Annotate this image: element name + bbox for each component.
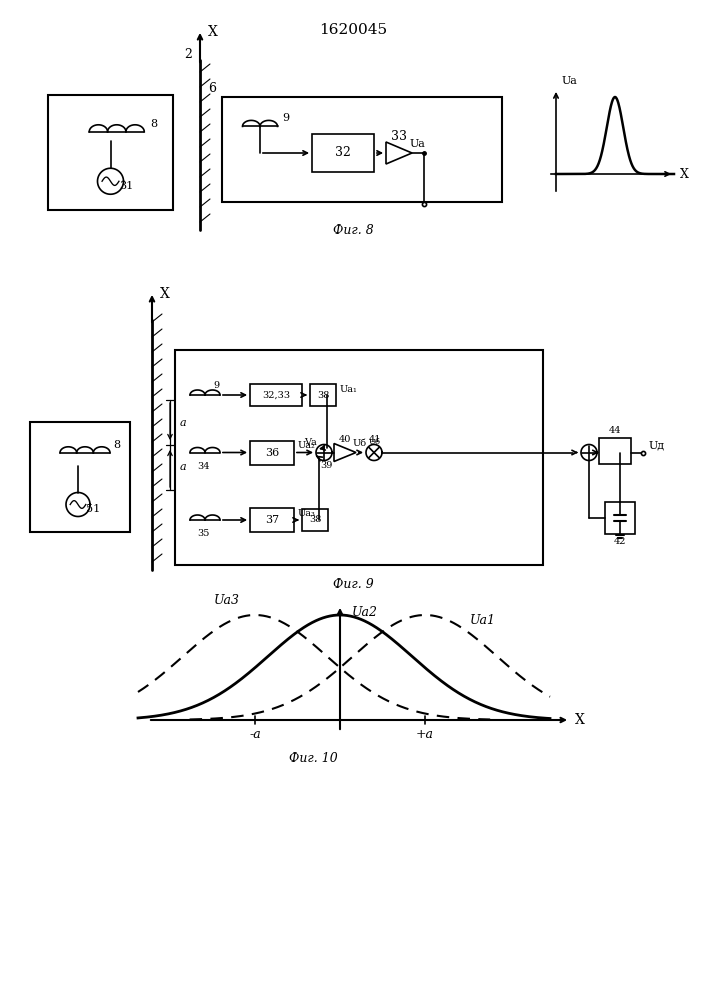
Text: Фиг. 10: Фиг. 10 xyxy=(288,752,337,764)
Text: Uд: Uд xyxy=(649,440,665,450)
Text: 33: 33 xyxy=(391,130,407,143)
Text: 8: 8 xyxy=(151,119,158,129)
Text: 41: 41 xyxy=(369,435,381,444)
Text: Uа: Uа xyxy=(562,76,578,86)
Text: 8: 8 xyxy=(113,440,121,450)
Text: Uа1: Uа1 xyxy=(470,613,496,626)
Polygon shape xyxy=(334,444,356,462)
Text: 38: 38 xyxy=(309,516,321,524)
Text: Uа: Uа xyxy=(409,139,425,149)
Text: 2: 2 xyxy=(184,48,192,62)
Bar xyxy=(48,95,173,210)
Text: Uа₁: Uа₁ xyxy=(340,384,358,393)
Text: 9: 9 xyxy=(213,380,219,389)
Text: 35: 35 xyxy=(197,530,209,538)
Text: 9: 9 xyxy=(282,113,290,123)
Bar xyxy=(250,440,294,464)
Bar xyxy=(302,509,328,531)
Text: Uа₃: Uа₃ xyxy=(298,508,316,518)
Text: 1620045: 1620045 xyxy=(319,23,387,37)
Text: a: a xyxy=(180,418,187,428)
Bar xyxy=(605,502,635,534)
Polygon shape xyxy=(386,142,412,164)
Bar xyxy=(599,438,631,464)
Text: 42: 42 xyxy=(614,538,626,546)
Text: X: X xyxy=(575,713,585,727)
Text: Uб: Uб xyxy=(353,439,367,448)
Text: 32: 32 xyxy=(335,146,351,159)
Text: Uа2: Uа2 xyxy=(352,606,378,619)
Text: 44: 44 xyxy=(609,426,621,435)
Text: 40: 40 xyxy=(339,435,351,444)
Bar xyxy=(175,350,543,565)
Text: Uб: Uб xyxy=(369,438,381,446)
Text: 32,33: 32,33 xyxy=(262,390,290,399)
Bar xyxy=(310,384,336,406)
Text: +a: +a xyxy=(416,728,434,740)
Text: 51: 51 xyxy=(86,504,100,514)
Bar xyxy=(312,134,374,172)
Bar xyxy=(250,384,302,406)
Text: 39: 39 xyxy=(320,461,332,470)
Text: 6: 6 xyxy=(208,82,216,95)
Text: 38: 38 xyxy=(317,390,329,399)
Text: a: a xyxy=(180,462,187,473)
Bar xyxy=(222,97,502,202)
Bar xyxy=(30,422,130,532)
Text: X: X xyxy=(208,25,218,39)
Text: 37: 37 xyxy=(265,515,279,525)
Text: X: X xyxy=(160,287,170,301)
Text: 34: 34 xyxy=(197,462,209,471)
Text: Фиг. 8: Фиг. 8 xyxy=(332,224,373,236)
Text: Vа: Vа xyxy=(303,438,316,447)
Text: 31: 31 xyxy=(119,181,134,191)
Text: 36: 36 xyxy=(265,448,279,458)
Text: Uа3: Uа3 xyxy=(214,594,240,607)
Text: Uа₂: Uа₂ xyxy=(298,441,316,450)
Bar xyxy=(250,508,294,532)
Text: X: X xyxy=(680,167,689,180)
Text: -a: -a xyxy=(249,728,261,740)
Text: Фиг. 9: Фиг. 9 xyxy=(332,578,373,591)
